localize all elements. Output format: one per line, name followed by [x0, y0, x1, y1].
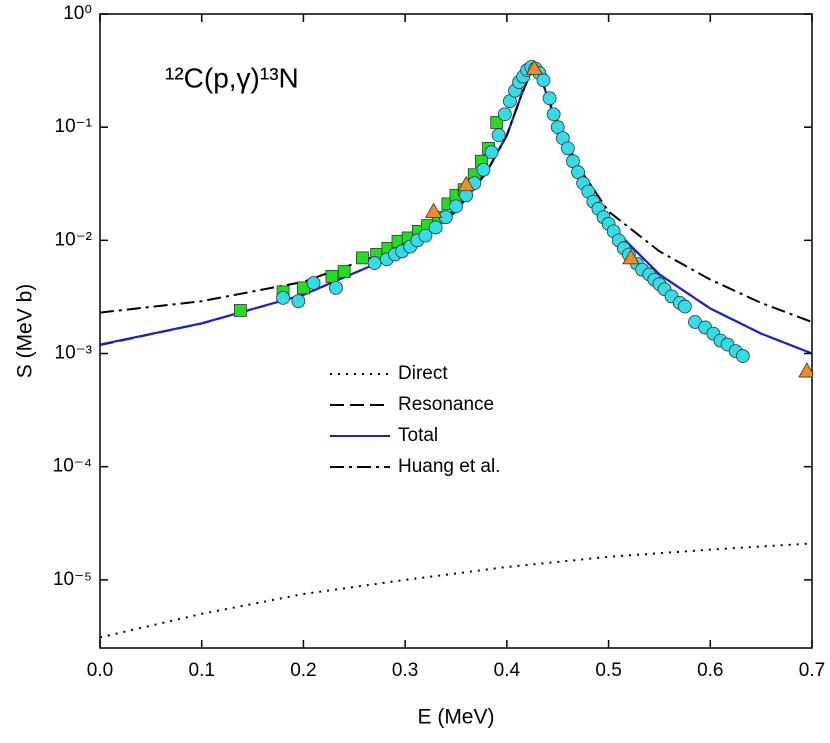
- x-tick-label: 0.3: [392, 660, 418, 681]
- data-square: [233, 304, 247, 317]
- y-axis-label: S (MeV b): [14, 284, 37, 379]
- x-tick-label: 0.4: [494, 660, 521, 681]
- data-circle: [491, 128, 506, 143]
- data-triangle: [798, 362, 812, 378]
- curve: [100, 542, 812, 639]
- chart-title: ¹²C(p,γ)¹³N: [165, 62, 299, 93]
- y-tick-label: 10⁻²: [55, 229, 93, 250]
- data-circle: [542, 91, 557, 106]
- data-circle: [735, 349, 750, 363]
- data-circle: [476, 162, 491, 177]
- data-circle: [497, 107, 512, 122]
- plot-frame: [99, 13, 813, 649]
- x-tick-label: 0.7: [799, 660, 825, 681]
- y-tick-label: 10⁻⁵: [53, 569, 92, 590]
- y-tick-label: 10⁻¹: [55, 116, 93, 137]
- y-tick-label: 10⁻³: [55, 343, 93, 364]
- y-tick-label: 10⁰: [63, 3, 92, 24]
- data-circle: [484, 145, 499, 160]
- data-triangle: [457, 175, 475, 192]
- data-circle: [449, 199, 463, 214]
- data-circle: [560, 141, 575, 156]
- data-circle: [418, 228, 433, 243]
- x-tick-label: 0.6: [697, 660, 723, 681]
- data-circle: [677, 299, 692, 314]
- data-circle: [291, 294, 306, 309]
- x-tick-label: 0.2: [290, 660, 316, 681]
- data-triangle: [622, 249, 640, 265]
- x-tick-label: 0.1: [189, 660, 215, 681]
- data-square: [325, 270, 339, 283]
- data-circle: [367, 256, 382, 270]
- y-tick-label: 10⁻⁴: [53, 456, 92, 477]
- data-triangle: [424, 202, 443, 218]
- data-circle: [536, 73, 551, 88]
- data-circle: [428, 220, 443, 235]
- x-tick-label: 0.0: [87, 660, 113, 681]
- data-square: [490, 116, 504, 129]
- legend-label: Total: [398, 425, 438, 446]
- data-circle: [306, 276, 321, 290]
- x-tick-label: 0.5: [595, 660, 621, 681]
- legend-label: Direct: [398, 363, 448, 384]
- legend-label: Resonance: [398, 394, 494, 415]
- plot-area: [100, 59, 812, 639]
- data-circle: [329, 281, 343, 295]
- data-circle: [546, 107, 561, 122]
- data-square: [356, 251, 369, 265]
- legend-label: Huang et al.: [398, 456, 500, 477]
- data-triangle: [525, 59, 544, 75]
- data-circle: [276, 291, 290, 305]
- x-axis-label: E (MeV): [417, 706, 494, 729]
- data-square: [337, 265, 351, 278]
